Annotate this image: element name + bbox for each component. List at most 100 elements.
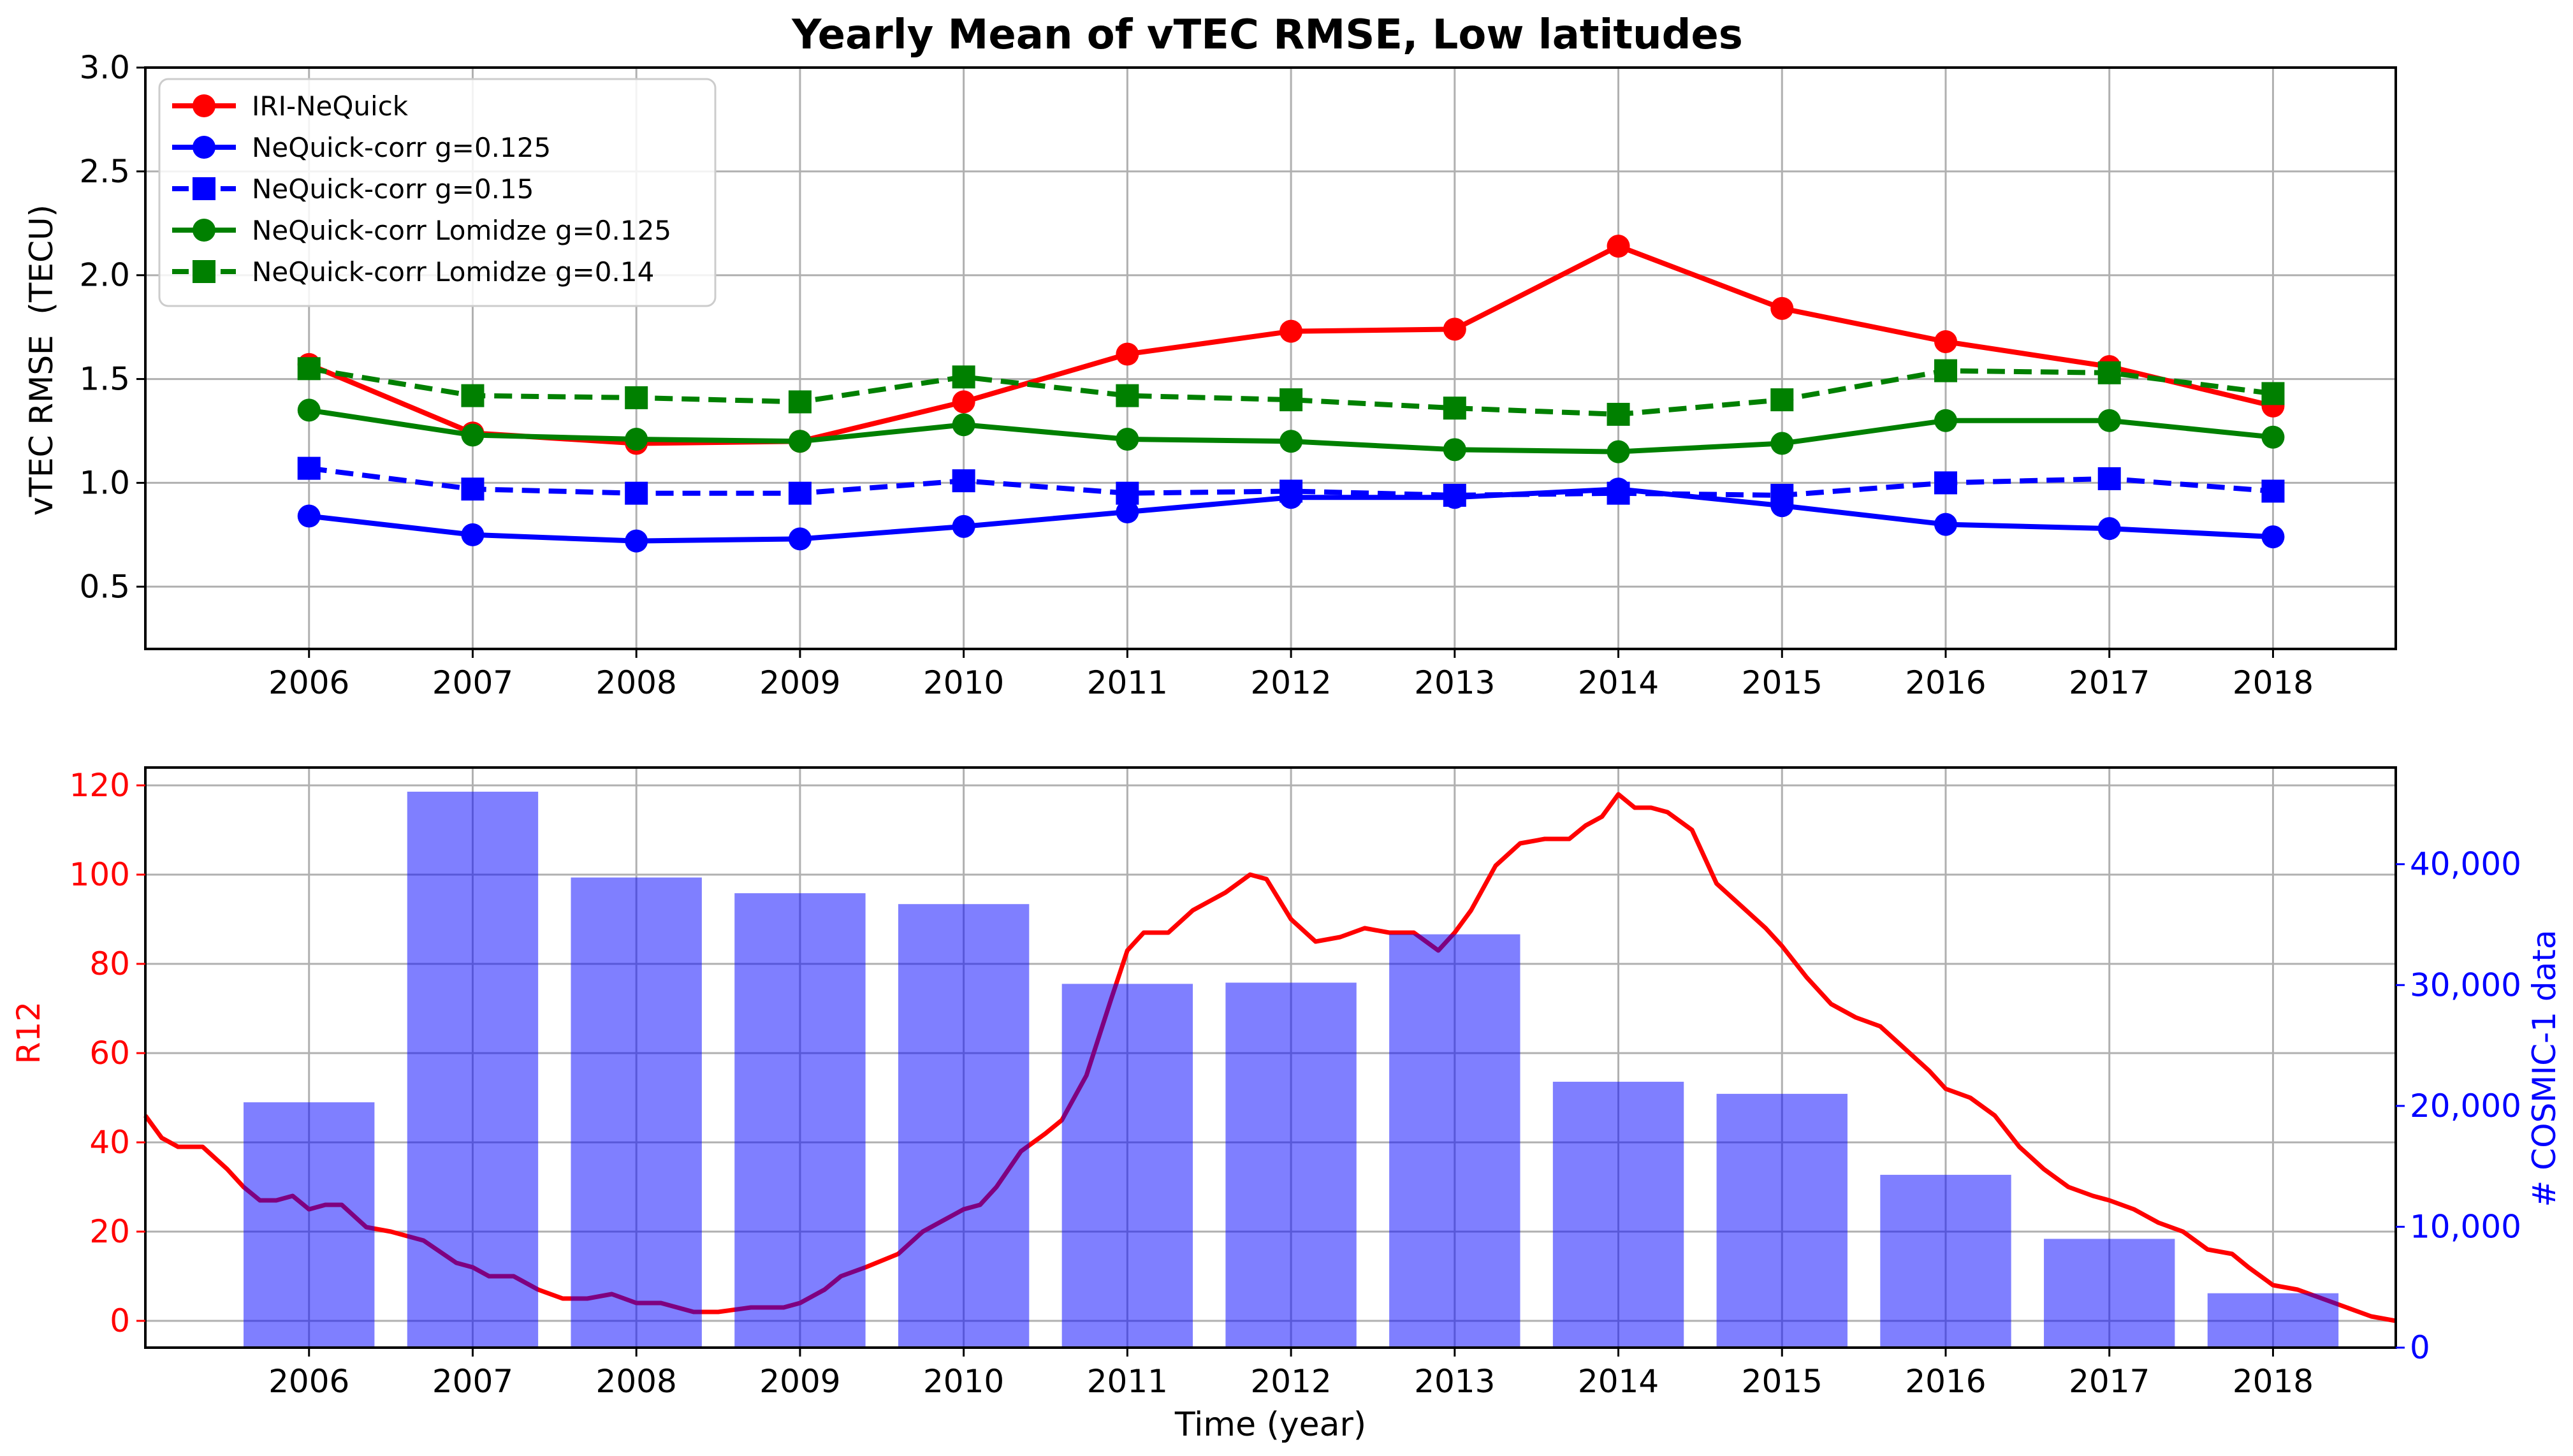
legend-marker: [193, 136, 215, 159]
legend-label: NeQuick-corr g=0.125: [252, 132, 551, 163]
data-point: [1770, 388, 1794, 412]
top-y-tick-label: 3.0: [79, 49, 130, 86]
bottom-x-tick-label: 2013: [1414, 1363, 1495, 1400]
data-point: [1116, 384, 1139, 407]
data-point: [625, 428, 648, 451]
right-y-tick-label: 0: [2410, 1329, 2430, 1366]
legend-label: NeQuick-corr Lomidze g=0.125: [252, 215, 671, 246]
legend-label: NeQuick-corr g=0.15: [252, 173, 534, 205]
cosmic-bar: [1552, 1081, 1684, 1348]
bottom-y-axis-label-right: # COSMIC-1 data: [2526, 930, 2563, 1207]
x-axis-label: Time (year): [1174, 1406, 1366, 1444]
cosmic-bar: [1389, 934, 1520, 1348]
left-y-tick-label: 80: [89, 945, 130, 982]
data-point: [788, 390, 812, 414]
data-point: [1279, 388, 1303, 412]
data-point: [625, 481, 648, 505]
data-point: [952, 390, 975, 414]
bottom-plot-frame: [144, 766, 2397, 1349]
data-point: [297, 398, 321, 422]
bottom-x-tick-label: 2008: [596, 1363, 677, 1400]
data-point: [1279, 479, 1303, 503]
legend-marker: [193, 177, 215, 200]
right-y-tick-label: 40,000: [2410, 846, 2521, 883]
data-point: [2097, 467, 2121, 490]
series-5: [297, 357, 2285, 426]
right-y-tick-label: 10,000: [2410, 1208, 2521, 1245]
data-point: [1116, 342, 1139, 366]
top-x-tick-label: 2012: [1250, 664, 1331, 701]
data-point: [2097, 361, 2121, 384]
data-point: [788, 430, 812, 453]
data-point: [788, 527, 812, 551]
cosmic-bar: [2207, 1293, 2339, 1348]
top-x-tick-label: 2013: [1414, 664, 1495, 701]
left-y-tick-label: 60: [89, 1035, 130, 1072]
left-y-tick-label: 40: [89, 1124, 130, 1161]
legend-item: NeQuick-corr g=0.125: [172, 132, 551, 163]
top-y-tick-label: 1.5: [79, 361, 130, 398]
data-point: [2261, 479, 2285, 503]
data-point: [1770, 432, 1794, 455]
bottom-y-axis-label-left: R12: [10, 1001, 47, 1064]
data-point: [461, 523, 485, 546]
top-x-tick-label: 2009: [759, 664, 840, 701]
data-point: [461, 477, 485, 501]
data-point: [1443, 317, 1466, 341]
data-point: [1607, 481, 1630, 505]
data-point: [461, 423, 485, 447]
data-point: [1607, 402, 1630, 426]
cosmic-bar: [898, 904, 1030, 1348]
top-y-tick-label: 1.0: [79, 464, 130, 501]
data-point: [1116, 500, 1139, 524]
top-x-tick-label: 2014: [1578, 664, 1659, 701]
data-point: [461, 384, 485, 407]
top-plot-frame: [144, 66, 2397, 650]
legend-box: [158, 78, 717, 307]
top-chart-panel: 0.5 1.0 1.5 2.0 2.5 3.0 2006 2007 2008 2009 2010 2…: [23, 49, 2397, 701]
figure-title: Yearly Mean of vTEC RMSE, Low latitudes: [791, 11, 1743, 59]
bottom-x-tick-label: 2011: [1087, 1363, 1168, 1400]
legend-item: NeQuick-corr Lomidze g=0.14: [172, 256, 654, 288]
data-point: [297, 504, 321, 528]
data-point: [952, 413, 975, 437]
left-y-tick-label: 100: [69, 856, 130, 893]
data-point: [297, 357, 321, 381]
top-x-tick-label: 2008: [596, 664, 677, 701]
data-point: [1934, 513, 1957, 536]
series-4: [297, 398, 2285, 463]
data-point: [1770, 296, 1794, 320]
legend: IRI-NeQuick NeQuick-corr g=0.125 NeQuick-c…: [158, 78, 717, 307]
data-point: [2261, 382, 2285, 405]
left-y-tick-label: 0: [110, 1302, 130, 1339]
bottom-x-tick-label: 2018: [2233, 1363, 2314, 1400]
cosmic-bar: [2044, 1239, 2175, 1348]
data-point: [1934, 409, 1957, 432]
bottom-chart-panel: 0 20 40 60 80 100 120 0 10,000 20,000 30,000 40,00…: [10, 766, 2563, 1444]
data-point: [1934, 471, 1957, 495]
left-y-tick-label: 20: [89, 1213, 130, 1250]
data-point: [2097, 409, 2121, 432]
data-point: [952, 365, 975, 389]
left-y-tick-label: 120: [69, 767, 130, 804]
data-point: [1443, 483, 1466, 507]
data-point: [2261, 525, 2285, 549]
bottom-x-tick-label: 2015: [1742, 1363, 1823, 1400]
legend-item: NeQuick-corr Lomidze g=0.125: [172, 215, 671, 246]
data-point: [1279, 319, 1303, 343]
data-point: [2097, 517, 2121, 541]
bottom-x-tick-label: 2014: [1578, 1363, 1659, 1400]
legend-label: NeQuick-corr Lomidze g=0.14: [252, 256, 654, 288]
data-point: [625, 386, 648, 409]
data-point: [1443, 397, 1466, 420]
data-point: [952, 514, 975, 538]
top-x-tick-label: 2016: [1905, 664, 1986, 701]
cosmic-bar: [407, 791, 539, 1348]
legend-marker: [193, 260, 215, 283]
cosmic-bar: [1716, 1093, 1848, 1348]
data-point: [1607, 235, 1630, 258]
top-x-tick-label: 2006: [268, 664, 349, 701]
top-x-tick-label: 2017: [2069, 664, 2150, 701]
data-point: [625, 529, 648, 553]
cosmic-bar: [244, 1102, 375, 1348]
